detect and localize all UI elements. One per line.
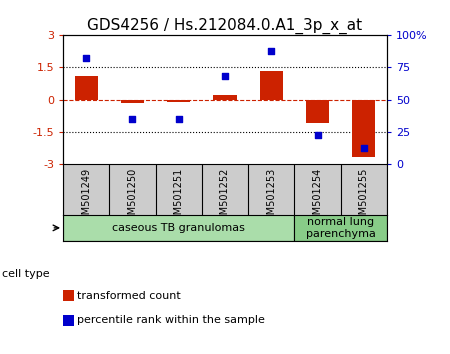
Text: transformed count: transformed count [77,291,181,301]
Bar [306,99,329,123]
Text: percentile rank within the sample: percentile rank within the sample [77,315,265,325]
Point [175,116,182,122]
Bar [75,76,98,99]
Text: GSM501251: GSM501251 [174,168,184,227]
Text: GSM501252: GSM501252 [220,168,230,227]
Text: cell type: cell type [2,269,50,279]
Text: GSM501255: GSM501255 [359,168,369,227]
Bar [213,95,237,99]
Text: caseous TB granulomas: caseous TB granulomas [112,223,245,233]
Bar [260,71,283,99]
Point [82,56,90,61]
Text: normal lung
parenchyma: normal lung parenchyma [306,217,376,239]
Bar [167,99,190,102]
Text: GSM501250: GSM501250 [127,168,137,227]
Bar [63,215,294,241]
Bar [294,215,387,241]
Text: GSM501254: GSM501254 [313,168,323,227]
Bar [121,99,144,103]
Text: GSM501249: GSM501249 [81,168,91,227]
Point [314,133,321,138]
Point [221,74,229,79]
Point [129,116,136,122]
Bar [352,99,375,157]
Text: GSM501253: GSM501253 [266,168,276,227]
Title: GDS4256 / Hs.212084.0.A1_3p_x_at: GDS4256 / Hs.212084.0.A1_3p_x_at [87,18,363,34]
Point [360,145,368,151]
Point [268,48,275,53]
